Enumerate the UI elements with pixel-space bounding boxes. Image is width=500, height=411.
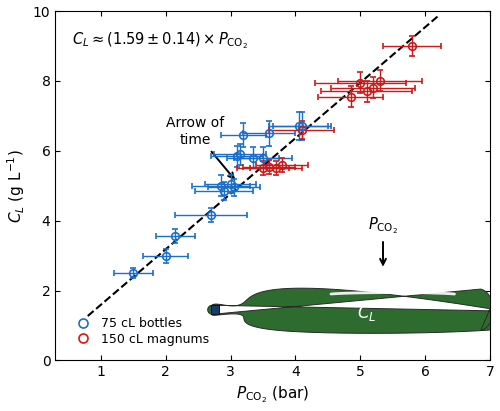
Y-axis label: $C_L$ (g L$^{-1}$): $C_L$ (g L$^{-1}$) (6, 149, 28, 223)
Polygon shape (211, 305, 219, 314)
Text: $P_{\mathrm{CO_2}}$: $P_{\mathrm{CO_2}}$ (368, 216, 398, 265)
Legend: 75 cL bottles, 150 cL magnums: 75 cL bottles, 150 cL magnums (66, 312, 214, 351)
Text: $C_L \approx (1.59 \pm 0.14) \times P_{\mathrm{CO_2}}$: $C_L \approx (1.59 \pm 0.14) \times P_{\… (72, 30, 248, 51)
Text: $C_L$: $C_L$ (357, 303, 376, 323)
Polygon shape (208, 288, 500, 333)
Text: Arrow of
time: Arrow of time (166, 116, 234, 178)
X-axis label: $P_{\mathrm{CO_2}}$ (bar): $P_{\mathrm{CO_2}}$ (bar) (236, 385, 310, 405)
